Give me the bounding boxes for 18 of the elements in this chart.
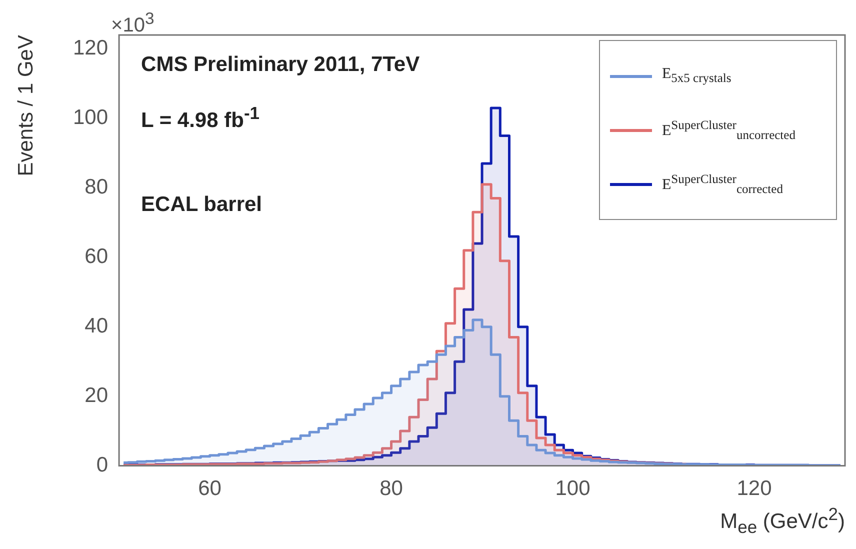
- legend-label: E$_{5x5 crystals}$: [662, 66, 732, 86]
- x-tick-label: 100: [555, 477, 590, 500]
- annotation: L = 4.98 fb$^{-1}$: [141, 103, 261, 133]
- x-axis-title: M$_{ee}$ (GeV/c$^{2}$): [720, 504, 845, 538]
- y-tick-label: 0: [96, 454, 108, 477]
- y-axis-title: Events / 1 GeV: [14, 35, 38, 176]
- y-tick-label: 100: [72, 106, 108, 130]
- y-tick-label: 20: [84, 384, 108, 408]
- y-tick-label: 80: [84, 176, 108, 199]
- annotation: ECAL barrel: [141, 193, 264, 217]
- annotation: CMS Preliminary 2011, 7TeV: [141, 53, 420, 77]
- y-tick-label: 40: [84, 314, 108, 338]
- annotation: ×10$^{3}$: [111, 9, 154, 38]
- y-tick-label: 120: [72, 36, 108, 60]
- x-tick-label: 60: [198, 477, 222, 500]
- y-tick-label: 60: [84, 245, 108, 268]
- x-tick-label: 120: [736, 477, 772, 500]
- x-tick-label: 80: [380, 477, 403, 500]
